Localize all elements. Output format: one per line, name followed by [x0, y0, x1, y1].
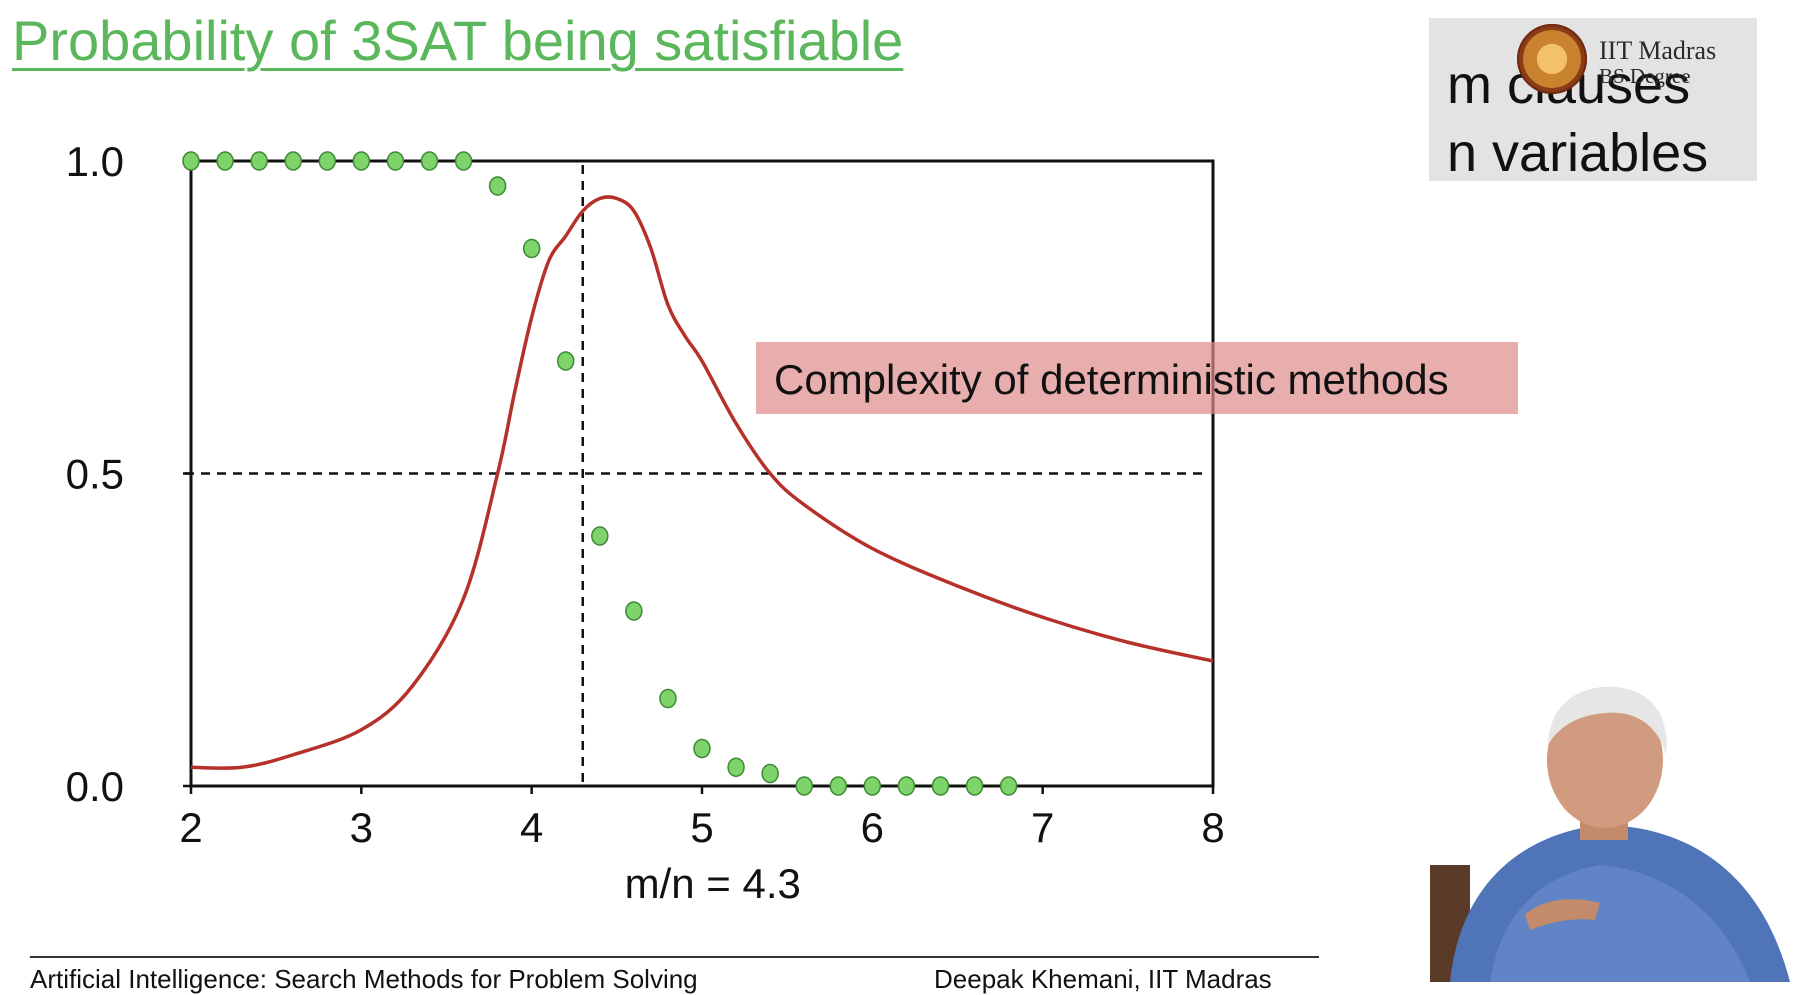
callout-text: Complexity of deterministic methods [774, 356, 1449, 403]
x-tick-label: 2 [179, 804, 202, 851]
probability-points-layer [182, 151, 1018, 796]
page-title: Probability of 3SAT being satisfiable [12, 9, 904, 72]
probability-point [659, 688, 677, 709]
complexity-curve [190, 195, 1214, 770]
watermark-line-2: BS Degree [1599, 64, 1691, 88]
probability-point [999, 776, 1018, 796]
probability-point [761, 763, 779, 784]
probability-point [625, 601, 643, 621]
probability-point [386, 151, 405, 171]
probability-point [591, 526, 609, 546]
probability-point [829, 776, 848, 796]
presenter-figure [1430, 686, 1790, 982]
watermark: IIT Madras BS Degree [1517, 22, 1762, 104]
probability-point [318, 151, 337, 171]
y-tick-label: 0.0 [66, 763, 124, 810]
probability-point [216, 151, 234, 171]
y-tick-label: 0.5 [66, 451, 124, 498]
probability-point [897, 776, 916, 796]
complexity-callout: Complexity of deterministic methods [756, 342, 1518, 414]
probability-point [488, 176, 507, 196]
probability-point [522, 238, 541, 259]
watermark-line-1: IIT Madras [1599, 36, 1717, 65]
threshold-label: m/n = 4.3 [625, 860, 801, 907]
y-tick-label: 1.0 [66, 138, 124, 185]
probability-point [693, 738, 711, 759]
probability-point [420, 151, 439, 171]
axis-ticks: 2 3 4 5 6 7 8 0.0 0.5 1.0 [66, 138, 1225, 851]
probability-point [284, 151, 302, 171]
probability-point [250, 151, 268, 171]
x-tick-label: 4 [520, 804, 543, 851]
probability-point [352, 151, 371, 171]
x-tick-label: 3 [350, 804, 373, 851]
probability-point [795, 776, 813, 796]
footer-course-title: Artificial Intelligence: Search Methods … [30, 964, 698, 994]
reference-lines [185, 165, 1205, 786]
legend-variables: n variables [1447, 123, 1709, 183]
complexity-curve-layer [190, 195, 1214, 770]
probability-point [454, 151, 473, 171]
probability-point [965, 776, 984, 796]
probability-point [727, 757, 745, 777]
x-tick-label: 7 [1031, 804, 1054, 851]
footer-divider [30, 956, 1319, 958]
x-tick-label: 8 [1201, 804, 1224, 851]
institute-logo-icon [1517, 24, 1587, 94]
probability-point [931, 776, 950, 796]
variable-legend: m clauses n variables [1429, 18, 1757, 183]
x-tick-label: 6 [861, 804, 884, 851]
probability-point [182, 151, 200, 171]
x-tick-label: 5 [690, 804, 713, 851]
probability-point [556, 351, 575, 371]
footer-presenter: Deepak Khemani, IIT Madras [934, 964, 1272, 994]
probability-point [863, 776, 882, 796]
